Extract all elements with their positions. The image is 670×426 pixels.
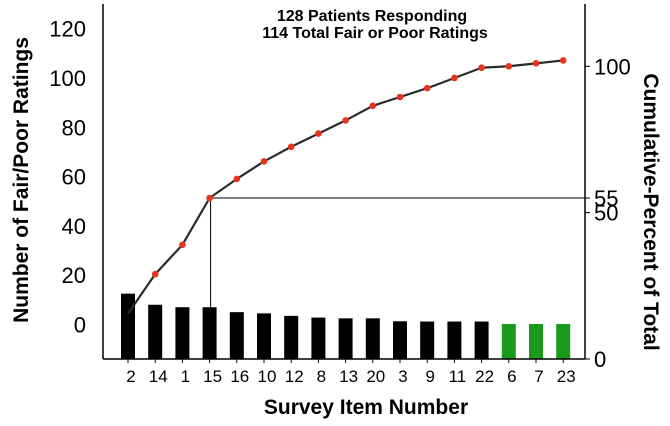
bar-item-12	[284, 315, 299, 359]
cumulative-marker-10	[260, 158, 268, 165]
bar-item-7	[529, 323, 543, 359]
bar-item-14	[148, 304, 163, 359]
reference-line-group	[210, 197, 585, 359]
left-tick-label-40: 40	[62, 214, 86, 239]
left-tick-label-0: 0	[74, 312, 86, 337]
right-tick-label-50: 50	[594, 201, 618, 226]
right-tick-label-0: 0	[594, 347, 606, 372]
x-tick-label-1: 1	[181, 367, 190, 386]
left-tick-label-80: 80	[62, 115, 86, 140]
bar-item-22	[474, 321, 489, 359]
x-tick-label-6: 6	[507, 367, 516, 386]
x-tick-label-16: 16	[230, 367, 249, 386]
bar-item-9	[420, 321, 435, 359]
cumulative-marker-16	[233, 175, 241, 183]
x-tick-label-12: 12	[285, 367, 304, 386]
x-tick-label-15: 15	[203, 367, 222, 386]
cumulative-marker-20	[369, 102, 377, 110]
x-tick-label-8: 8	[317, 367, 326, 386]
bar-item-15	[202, 307, 217, 359]
cumulative-marker-6	[505, 62, 513, 70]
y-axis-left-title: Number of Fair/Poor Ratings	[10, 37, 33, 323]
x-tick-label-2: 2	[126, 367, 135, 386]
cumulative-line-group	[127, 57, 567, 315]
left-tick-label-100: 100	[49, 66, 86, 91]
cumulative-marker-7	[532, 60, 540, 67]
bar-item-13	[338, 318, 353, 359]
cumulative-marker-13	[342, 117, 349, 124]
axes-group	[102, 4, 586, 360]
y-axis-right-title: Cumulative-Percent of Total	[639, 73, 662, 350]
bar-item-16	[229, 312, 244, 359]
cumulative-marker-1	[179, 241, 186, 249]
left-tick-label-60: 60	[62, 165, 86, 190]
cumulative-marker-8	[315, 130, 322, 137]
cumulative-marker-12	[287, 143, 295, 151]
cumulative-marker-22	[478, 64, 485, 72]
bar-item-11	[447, 321, 462, 359]
bar-item-6	[501, 323, 516, 359]
cumulative-marker-3	[396, 93, 404, 101]
x-tick-label-13: 13	[339, 367, 358, 386]
chart-title-line1: 128 Patients Responding	[277, 8, 467, 25]
x-tick-label-22: 22	[475, 367, 494, 386]
bar-item-20	[365, 318, 380, 359]
left-tick-label-120: 120	[49, 17, 86, 42]
x-tick-label-7: 7	[534, 367, 543, 386]
chart-title-line2: 114 Total Fair or Poor Ratings	[262, 25, 488, 42]
x-tick-label-23: 23	[557, 367, 576, 386]
bar-item-1	[175, 307, 190, 359]
right-tick-label-100: 100	[594, 54, 631, 79]
x-tick-label-3: 3	[398, 367, 407, 386]
cumulative-marker-14	[151, 270, 159, 278]
bar-item-23	[556, 323, 571, 359]
bar-item-8	[311, 317, 326, 359]
cumulative-marker-15	[206, 194, 213, 202]
cumulative-marker-23	[559, 57, 567, 64]
left-tick-label-20: 20	[62, 263, 86, 288]
x-tick-label-11: 11	[449, 367, 467, 386]
bar-item-10	[257, 313, 271, 359]
x-tick-label-10: 10	[258, 367, 277, 386]
x-tick-label-9: 9	[425, 367, 434, 386]
bar-item-2	[121, 293, 135, 359]
x-tick-label-14: 14	[149, 367, 168, 386]
bars-group	[121, 293, 571, 359]
bar-item-3	[393, 321, 407, 359]
right-tick-label-55: 55	[594, 186, 618, 211]
x-tick-label-20: 20	[366, 367, 385, 386]
cumulative-percent-line	[127, 59, 564, 315]
cumulative-marker-9	[423, 84, 431, 92]
cumulative-marker-11	[451, 74, 458, 82]
x-axis-title: Survey Item Number	[264, 396, 468, 419]
